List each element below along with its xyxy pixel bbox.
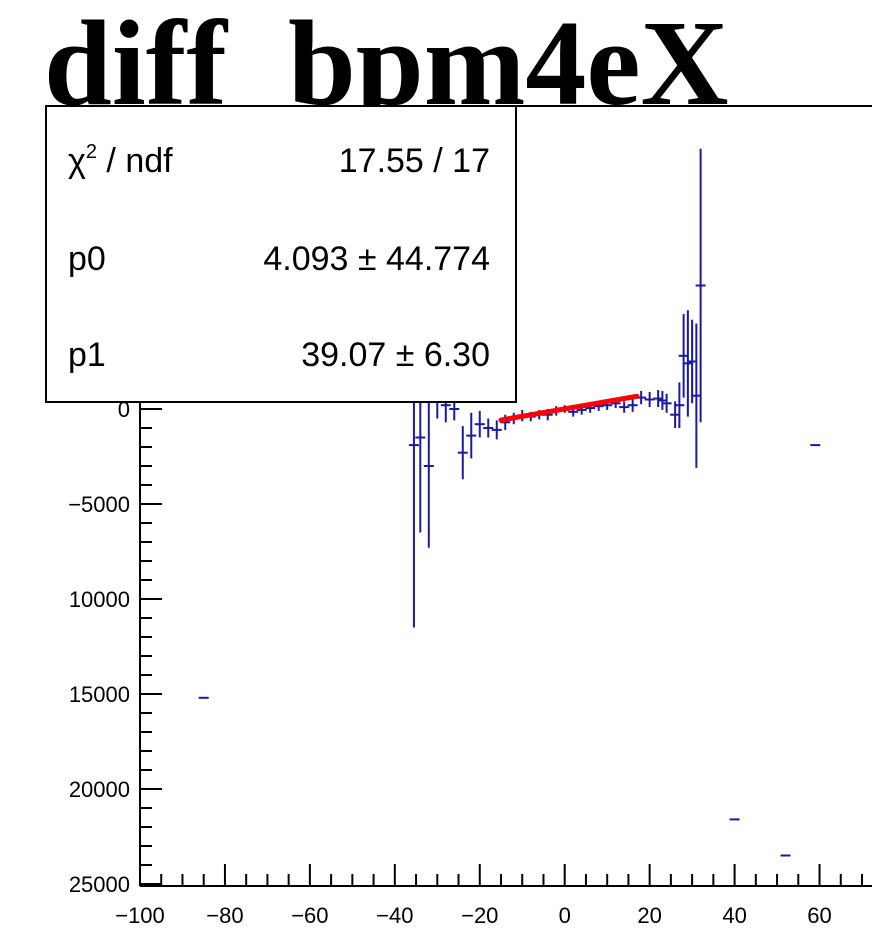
data-point (695, 148, 706, 423)
fit-line (498, 393, 640, 423)
x-tick-label: −100 (115, 903, 165, 928)
x-tick-label: −40 (376, 903, 413, 928)
data-point (661, 393, 672, 413)
y-tick-label: −5000 (68, 492, 130, 517)
x-tick-label: −20 (461, 903, 498, 928)
stats-box: χ2 / ndf 17.55 / 17 p0 4.093 ± 44.774 p1… (45, 105, 517, 403)
data-point (491, 420, 502, 440)
x-tick-label: 0 (559, 903, 571, 928)
data-point (457, 426, 468, 480)
data-point (674, 382, 685, 428)
x-tick-label: 60 (807, 903, 831, 928)
stats-chi2-value: 17.55 / 17 (339, 142, 490, 180)
stats-p0-label: p0 (68, 240, 106, 278)
axis-ticks: −100 −80 −60 −40 −20 0 20 40 60 0 −5000 10000 15000 2… (68, 389, 863, 928)
x-tick-label: −80 (206, 903, 243, 928)
y-tick-label: 15000 (69, 682, 130, 707)
data-point (644, 391, 655, 408)
data-point (423, 384, 434, 548)
stats-chi2-label: χ2 / ndf (68, 141, 173, 180)
data-point (627, 398, 638, 412)
y-tick-label: 0 (118, 397, 130, 422)
stats-box-border (45, 105, 517, 403)
data-point (466, 412, 477, 459)
data-point (483, 418, 494, 438)
stats-p1-label: p1 (68, 336, 106, 374)
stats-p0-value: 4.093 ± 44.774 (263, 240, 490, 278)
data-point (619, 401, 630, 413)
x-tick-label: 40 (722, 903, 746, 928)
y-tick-label: 10000 (69, 587, 130, 612)
data-point (474, 410, 485, 438)
y-tick-label: 25000 (69, 872, 130, 897)
x-tick-label: 20 (637, 903, 661, 928)
fit-curve (498, 393, 640, 423)
x-tick-label: −60 (291, 903, 328, 928)
stats-p1-value: 39.07 ± 6.30 (301, 336, 490, 374)
y-tick-label: 20000 (69, 777, 130, 802)
